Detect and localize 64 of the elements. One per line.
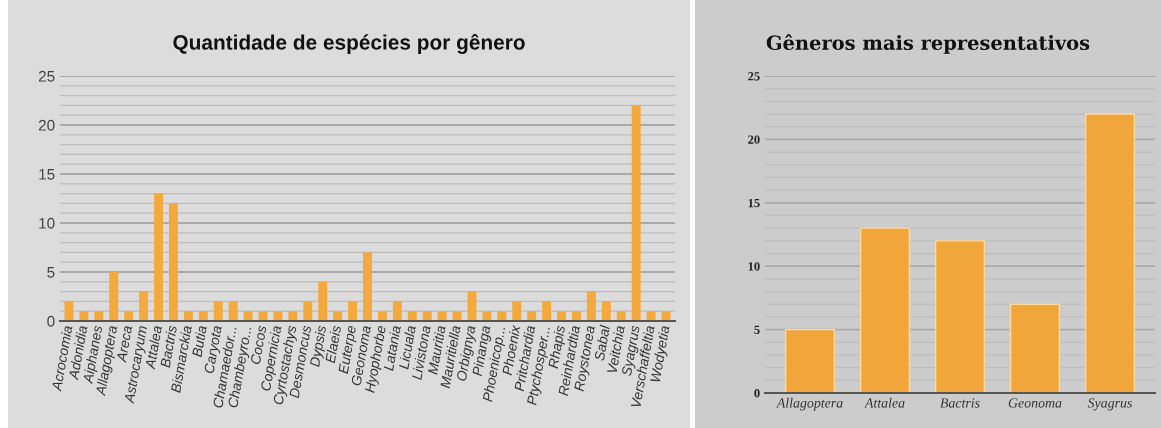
x-tick-label: Bactris (940, 398, 980, 408)
bar (512, 301, 522, 321)
bar (168, 203, 178, 321)
chart-title: Quantidade de espécies por gênero (173, 34, 525, 54)
x-tick-label: Allagoptera (776, 397, 843, 411)
bar (288, 311, 298, 321)
bar (646, 311, 656, 321)
y-tick-label: 20 (748, 135, 760, 144)
bar (333, 311, 343, 321)
bar (273, 311, 283, 321)
bar (228, 301, 238, 321)
y-tick-label: 20 (38, 119, 55, 131)
bar (124, 311, 134, 321)
bar (183, 311, 193, 321)
bar (631, 105, 641, 321)
bar (934, 240, 986, 393)
bar (139, 291, 149, 321)
bar (243, 311, 253, 321)
bar (1009, 303, 1061, 393)
bar (154, 193, 163, 321)
bar (572, 311, 581, 321)
x-tick-label: Geonoma (1008, 398, 1062, 408)
bar (303, 301, 313, 321)
y-tick-label: 15 (748, 198, 760, 208)
x-tick-label: Latania (383, 325, 401, 371)
bar (497, 311, 507, 321)
y-tick-label: 0 (47, 315, 55, 327)
bar (1084, 113, 1136, 393)
bar (437, 311, 447, 321)
bar (213, 301, 223, 321)
bar (392, 301, 402, 321)
bar (363, 252, 372, 321)
bar (79, 311, 89, 321)
bar (482, 311, 492, 321)
bar (198, 311, 208, 321)
y-tick-label: 15 (39, 169, 55, 180)
bar (784, 328, 836, 393)
bar (616, 311, 626, 321)
bar (377, 311, 387, 321)
bar (422, 311, 432, 321)
bar (64, 301, 74, 321)
x-tick-label: Attalea (864, 397, 905, 408)
bar (557, 311, 567, 321)
bar (661, 311, 671, 321)
bar (452, 311, 462, 321)
y-tick-label: 25 (38, 70, 55, 82)
bar (407, 311, 417, 321)
bar (542, 301, 552, 321)
y-tick-label: 10 (748, 262, 760, 271)
y-tick-label: 10 (39, 217, 55, 229)
bar (601, 301, 611, 321)
y-tick-label: 0 (754, 389, 760, 398)
y-tick-label: 25 (748, 72, 760, 81)
y-tick-label: 5 (754, 325, 760, 335)
bar (859, 227, 911, 393)
bar (94, 311, 104, 321)
bar (318, 281, 328, 321)
x-tick-label: Syagrus (1087, 398, 1132, 411)
bar (527, 311, 537, 321)
y-tick-label: 5 (47, 267, 55, 278)
bar (109, 272, 119, 321)
chart-title: Gêneros mais representativos (766, 34, 1090, 54)
bar (586, 291, 596, 321)
bar (348, 301, 358, 321)
